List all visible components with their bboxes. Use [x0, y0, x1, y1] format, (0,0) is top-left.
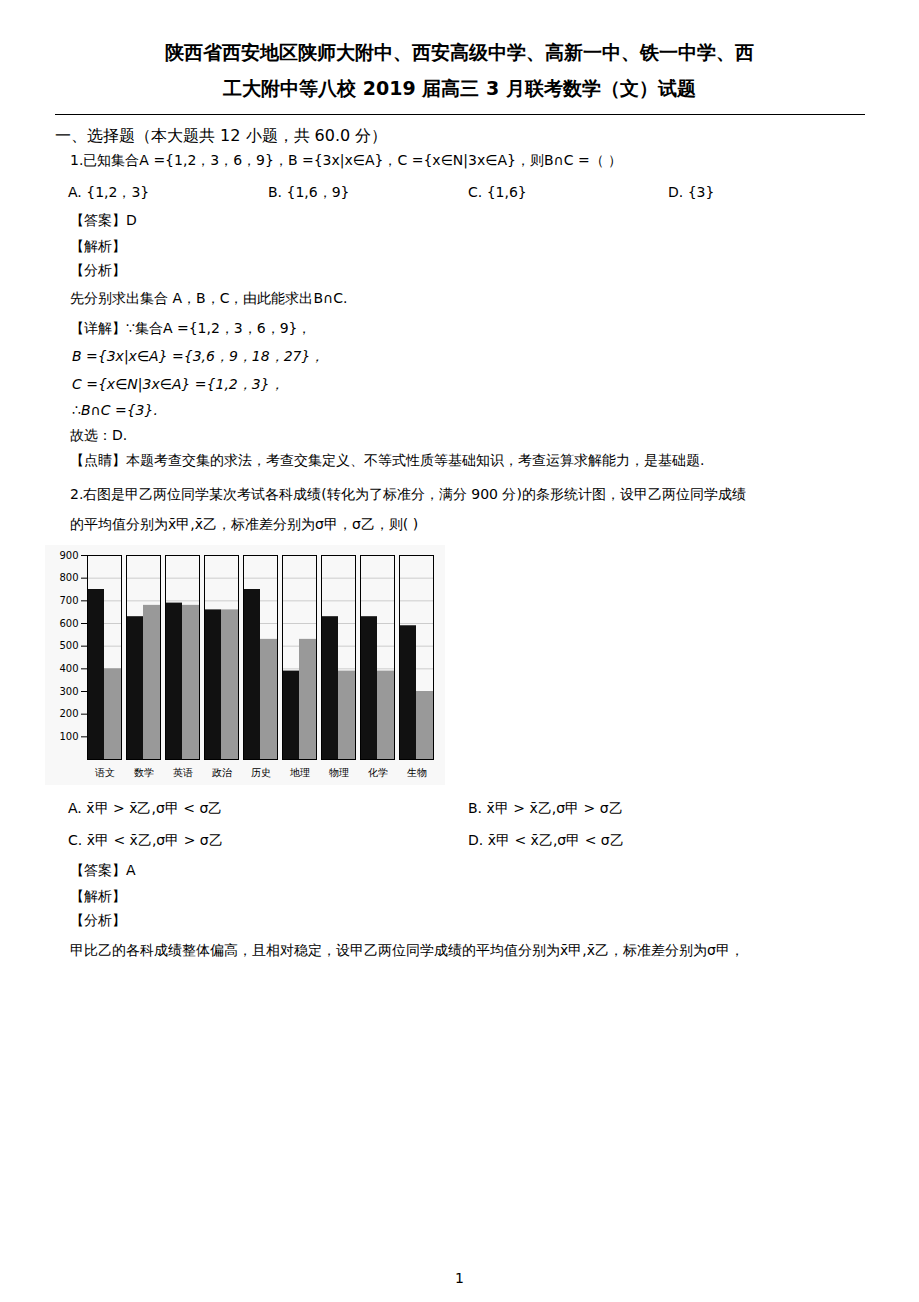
svg-text:600: 600 [59, 618, 78, 629]
html-text:B. {1,6，9}: B. {1,6，9} [268, 184, 350, 200]
svg-text:历史: 历史 [251, 767, 271, 778]
html-text:故选：D.: 故选：D. [70, 427, 128, 443]
svg-text:300: 300 [59, 686, 78, 697]
html-text:【点睛】本题考查交集的求法，考查交集定义、不等式性质等基础知: 【点睛】本题考查交集的求法，考查交集定义、不等式性质等基础知识，考查运算求解能力… [70, 452, 705, 468]
html-text:2.右图是甲乙两位同学某次考试各科成绩(转化为了标准分，满分: 2.右图是甲乙两位同学某次考试各科成绩(转化为了标准分，满分 900 分)的条形… [70, 486, 746, 502]
html-text:先分别求出集合 A，B，C，由此能求出B∩C.: 先分别求出集合 A，B，C，由此能求出B∩C. [70, 290, 348, 306]
html-text:一、选择题（本大题共 12 小题，共 60.0 分）: 一、选择题（本大题共 12 小题，共 60.0 分） [55, 126, 388, 145]
html-text:D. {3}: D. {3} [668, 184, 715, 200]
html-text:D. x̄甲 < x̄乙,σ甲 < σ乙: D. x̄甲 < x̄乙,σ甲 < σ乙 [468, 832, 624, 848]
html-text:B. x̄甲 > x̄乙,σ甲 > σ乙: B. x̄甲 > x̄乙,σ甲 > σ乙 [468, 800, 623, 816]
html-text:工大附中等八校 2019 届高三 3 月联考数学（文）试题: 工大附中等八校 2019 届高三 3 月联考数学（文）试题 [223, 77, 696, 99]
svg-text:数学: 数学 [134, 767, 154, 778]
svg-text:400: 400 [59, 663, 78, 674]
html-text:【解析】: 【解析】 [70, 238, 126, 254]
html-text:【解析】: 【解析】 [70, 888, 126, 904]
svg-text:生物: 生物 [407, 767, 427, 778]
html-text:A. x̄甲 > x̄乙,σ甲 < σ乙: A. x̄甲 > x̄乙,σ甲 < σ乙 [68, 800, 223, 816]
html-text:【答案】D: 【答案】D [70, 212, 137, 228]
html-text:C. x̄甲 < x̄乙,σ甲 > σ乙: C. x̄甲 < x̄乙,σ甲 > σ乙 [68, 832, 223, 848]
svg-text:700: 700 [59, 595, 78, 606]
html-text:B ={3x|x∈A} ={3,6，9，18，27}，: B ={3x|x∈A} ={3,6，9，18，27}， [72, 348, 325, 364]
html-text:甲比乙的各科成绩整体偏高，且相对稳定，设甲乙两位同学成绩的平: 甲比乙的各科成绩整体偏高，且相对稳定，设甲乙两位同学成绩的平均值分别为x̄甲,x… [70, 942, 744, 958]
html-text:【分析】: 【分析】 [70, 262, 126, 278]
svg-text:语文: 语文 [95, 767, 115, 778]
svg-text:900: 900 [59, 550, 78, 561]
svg-text:化学: 化学 [368, 767, 388, 778]
html-text:1: 1 [455, 1270, 464, 1286]
svg-text:100: 100 [59, 731, 78, 742]
svg-text:200: 200 [59, 708, 78, 719]
svg-text:500: 500 [59, 640, 78, 651]
html-text:【分析】: 【分析】 [70, 912, 126, 928]
html-text:【详解】∵集合A ={1,2，3，6，9}，: 【详解】∵集合A ={1,2，3，6，9}， [70, 320, 312, 336]
svg-text:800: 800 [59, 572, 78, 583]
html-text:【答案】A: 【答案】A [70, 862, 136, 878]
html-text:∴B∩C ={3}.: ∴B∩C ={3}. [72, 402, 158, 418]
html-text:1.已知集合A ={1,2，3，6，9}，B ={3x|x∈: 1.已知集合A ={1,2，3，6，9}，B ={3x|x∈A}，C ={x∈N… [70, 152, 623, 168]
svg-text:地理: 地理 [289, 767, 310, 778]
svg-text:政治: 政治 [212, 767, 232, 778]
html-text:陕西省西安地区陕师大附中、西安高级中学、高新一中、铁一中学、: 陕西省西安地区陕师大附中、西安高级中学、高新一中、铁一中学、西 [165, 41, 754, 63]
html-text:的平均值分别为x̄甲,x̄乙，标准差分别为σ甲，σ乙，则(: 的平均值分别为x̄甲,x̄乙，标准差分别为σ甲，σ乙，则( ) [70, 516, 419, 532]
html-text:C. {1,6}: C. {1,6} [468, 184, 527, 200]
html-text:A. {1,2，3}: A. {1,2，3} [68, 184, 150, 200]
svg-text:英语: 英语 [173, 767, 193, 778]
html-text:C ={x∈N|3x∈A} ={1,2，3}，: C ={x∈N|3x∈A} ={1,2，3}， [72, 376, 284, 392]
svg-text:物理: 物理 [329, 767, 349, 778]
